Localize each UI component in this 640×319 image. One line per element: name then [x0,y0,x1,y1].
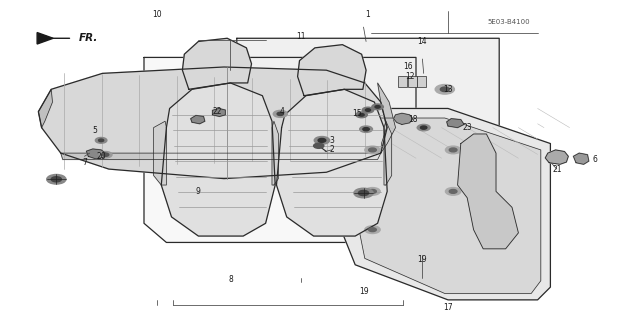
Text: 4: 4 [279,107,284,116]
Text: 5E03-B4100: 5E03-B4100 [488,19,530,25]
Text: 19: 19 [417,256,428,264]
Circle shape [449,148,457,152]
Circle shape [365,109,371,111]
Circle shape [417,124,430,131]
Text: 19: 19 [358,287,369,296]
Circle shape [99,152,112,158]
Circle shape [277,112,284,115]
Text: 15: 15 [352,109,362,118]
Circle shape [365,188,380,195]
Circle shape [359,114,364,116]
Polygon shape [182,38,252,89]
Text: 9: 9 [196,187,201,196]
Polygon shape [545,150,568,164]
Text: 2: 2 [329,145,334,154]
Text: 23: 23 [462,123,472,132]
Circle shape [445,146,461,154]
Bar [398,76,407,87]
Circle shape [445,188,461,195]
Polygon shape [37,33,53,44]
Text: 6: 6 [593,155,598,164]
Polygon shape [342,108,550,300]
FancyArrowPatch shape [42,36,70,41]
Circle shape [47,174,66,184]
Circle shape [369,189,376,193]
Text: 16: 16 [403,63,413,71]
Circle shape [354,188,373,198]
Polygon shape [394,113,413,124]
Circle shape [356,112,367,118]
Circle shape [372,104,383,110]
Polygon shape [237,38,499,150]
Polygon shape [212,108,225,116]
Polygon shape [573,153,589,164]
Polygon shape [384,121,392,185]
Polygon shape [276,89,387,236]
Text: 18: 18 [408,115,417,124]
Text: 14: 14 [417,37,428,46]
Circle shape [365,226,380,234]
Text: 20: 20 [96,152,106,161]
Polygon shape [458,134,518,249]
Bar [417,76,426,87]
Polygon shape [38,67,387,179]
Text: 12: 12 [405,72,414,81]
Text: 17: 17 [443,303,453,312]
Polygon shape [154,121,166,185]
Text: 11: 11 [296,32,305,41]
Text: 10: 10 [152,10,162,19]
Circle shape [314,137,330,144]
Text: 7: 7 [82,158,87,167]
Polygon shape [86,149,106,159]
Circle shape [99,139,104,142]
Circle shape [375,106,380,108]
Bar [408,76,417,87]
Circle shape [440,87,449,92]
Circle shape [358,190,369,196]
Text: FR.: FR. [79,33,98,43]
Text: 21: 21 [552,165,561,174]
Polygon shape [161,83,275,236]
Circle shape [360,126,372,132]
Circle shape [314,143,324,148]
Polygon shape [378,83,396,153]
Circle shape [362,107,374,113]
Polygon shape [298,45,366,96]
Polygon shape [38,89,52,128]
Polygon shape [447,119,464,128]
Polygon shape [358,118,541,293]
Circle shape [449,189,457,193]
Circle shape [365,146,380,154]
Text: 13: 13 [443,85,453,94]
Circle shape [420,126,427,129]
Text: 1: 1 [365,10,371,19]
Circle shape [435,85,454,94]
Polygon shape [191,115,205,124]
Circle shape [369,228,376,232]
Circle shape [51,177,61,182]
Circle shape [102,153,109,156]
Text: 22: 22 [213,107,222,116]
Text: 8: 8 [228,275,233,284]
Polygon shape [61,153,381,160]
Text: 5: 5 [92,126,97,135]
Circle shape [95,137,107,143]
Polygon shape [272,121,278,185]
Polygon shape [144,57,416,242]
Text: 3: 3 [329,136,334,145]
Circle shape [318,138,326,142]
Circle shape [363,128,369,131]
Circle shape [369,148,376,152]
Circle shape [273,110,287,117]
